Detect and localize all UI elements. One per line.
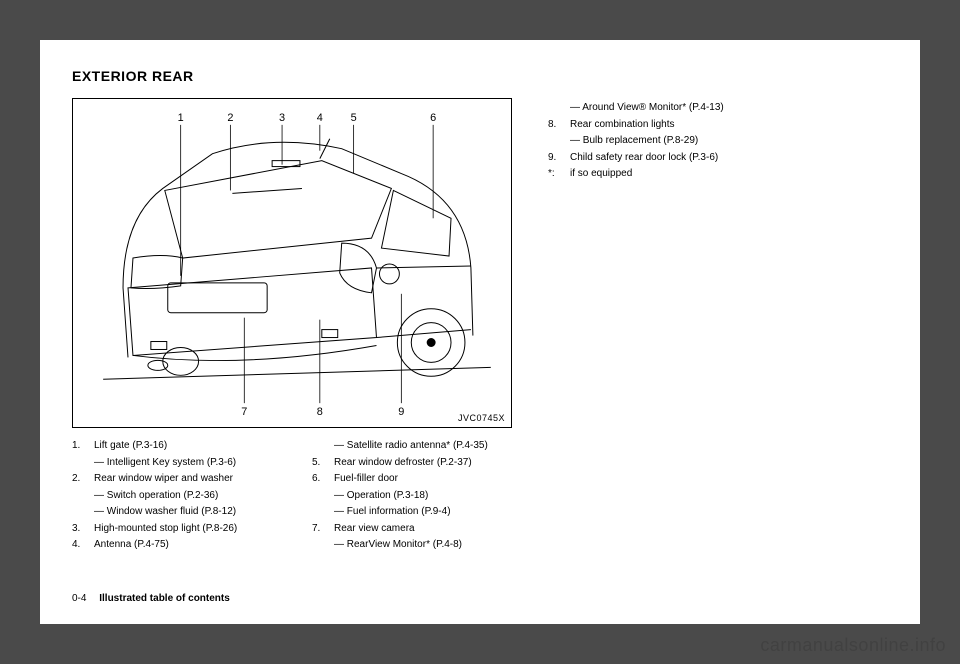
caption-col-3: — Around View® Monitor* (P.4-13)8.Rear c…	[548, 98, 724, 554]
vehicle-diagram: 1 2 3 4 5 6 7 8 9	[72, 98, 512, 428]
callout-number: 6	[430, 112, 436, 124]
caption-subitem: — Switch operation (P.2-36)	[72, 488, 282, 505]
caption-item-number: 3.	[72, 521, 94, 538]
manual-page: EXTERIOR REAR 1 2 3 4 5 6 7 8 9	[40, 40, 920, 624]
callout-number: 9	[398, 406, 404, 418]
caption-item-number: 7.	[312, 521, 334, 538]
callout-number: 7	[241, 406, 247, 418]
caption-item-text: Fuel-filler door	[334, 471, 522, 488]
caption-item-text: if so equipped	[570, 166, 724, 183]
caption-item-number: 9.	[548, 150, 570, 167]
content-row: 1 2 3 4 5 6 7 8 9	[72, 98, 888, 554]
caption-item-number: 2.	[72, 471, 94, 488]
caption-subitem: — Satellite radio antenna* (P.4-35)	[312, 438, 522, 455]
caption-item-text: Lift gate (P.3-16)	[94, 438, 282, 455]
figure-code: JVC0745X	[458, 413, 505, 423]
page-number: 0-4	[72, 593, 86, 604]
caption-item: 4.Antenna (P.4-75)	[72, 537, 282, 554]
caption-subitem: — Fuel information (P.9-4)	[312, 504, 522, 521]
caption-item: 1.Lift gate (P.3-16)	[72, 438, 282, 455]
left-content: 1 2 3 4 5 6 7 8 9	[72, 98, 522, 554]
caption-item-number: 4.	[72, 537, 94, 554]
callout-number: 3	[279, 112, 285, 124]
callout-number: 1	[178, 112, 184, 124]
caption-item: 8.Rear combination lights	[548, 117, 724, 134]
caption-item: 5.Rear window defroster (P.2-37)	[312, 455, 522, 472]
callout-number: 8	[317, 406, 323, 418]
caption-subitem: — RearView Monitor* (P.4-8)	[312, 537, 522, 554]
section-name: Illustrated table of contents	[99, 593, 230, 604]
caption-item: *:if so equipped	[548, 166, 724, 183]
caption-item-number: *:	[548, 166, 570, 183]
caption-item: 9.Child safety rear door lock (P.3-6)	[548, 150, 724, 167]
callout-number: 2	[227, 112, 233, 124]
caption-item-text: High-mounted stop light (P.8-26)	[94, 521, 282, 538]
caption-subitem: — Bulb replacement (P.8-29)	[548, 133, 724, 150]
caption-subitem: — Around View® Monitor* (P.4-13)	[548, 100, 724, 117]
section-heading: EXTERIOR REAR	[72, 68, 888, 84]
caption-item: 2.Rear window wiper and washer	[72, 471, 282, 488]
caption-col-1: 1.Lift gate (P.3-16)— Intelligent Key sy…	[72, 438, 282, 554]
caption-item-text: Rear view camera	[334, 521, 522, 538]
callout-number: 5	[351, 112, 357, 124]
caption-subitem: — Window washer fluid (P.8-12)	[72, 504, 282, 521]
caption-item-text: Child safety rear door lock (P.3-6)	[570, 150, 724, 167]
caption-item: 3.High-mounted stop light (P.8-26)	[72, 521, 282, 538]
caption-item-number: 8.	[548, 117, 570, 134]
caption-item-text: Rear window wiper and washer	[94, 471, 282, 488]
caption-subitem: — Operation (P.3-18)	[312, 488, 522, 505]
caption-item-number: 6.	[312, 471, 334, 488]
caption-col-2: — Satellite radio antenna* (P.4-35)5.Rea…	[312, 438, 522, 554]
caption-item-text: Antenna (P.4-75)	[94, 537, 282, 554]
caption-item-text: Rear window defroster (P.2-37)	[334, 455, 522, 472]
caption-item: 7.Rear view camera	[312, 521, 522, 538]
vehicle-rear-svg: 1 2 3 4 5 6 7 8 9	[73, 99, 511, 427]
caption-item: 6.Fuel-filler door	[312, 471, 522, 488]
caption-item-text: Rear combination lights	[570, 117, 724, 134]
watermark: carmanualsonline.info	[760, 635, 946, 656]
page-footer: 0-4 Illustrated table of contents	[72, 593, 230, 604]
caption-columns: 1.Lift gate (P.3-16)— Intelligent Key sy…	[72, 438, 522, 554]
callout-number: 4	[317, 112, 323, 124]
caption-item-number: 5.	[312, 455, 334, 472]
caption-subitem: — Intelligent Key system (P.3-6)	[72, 455, 282, 472]
caption-item-number: 1.	[72, 438, 94, 455]
